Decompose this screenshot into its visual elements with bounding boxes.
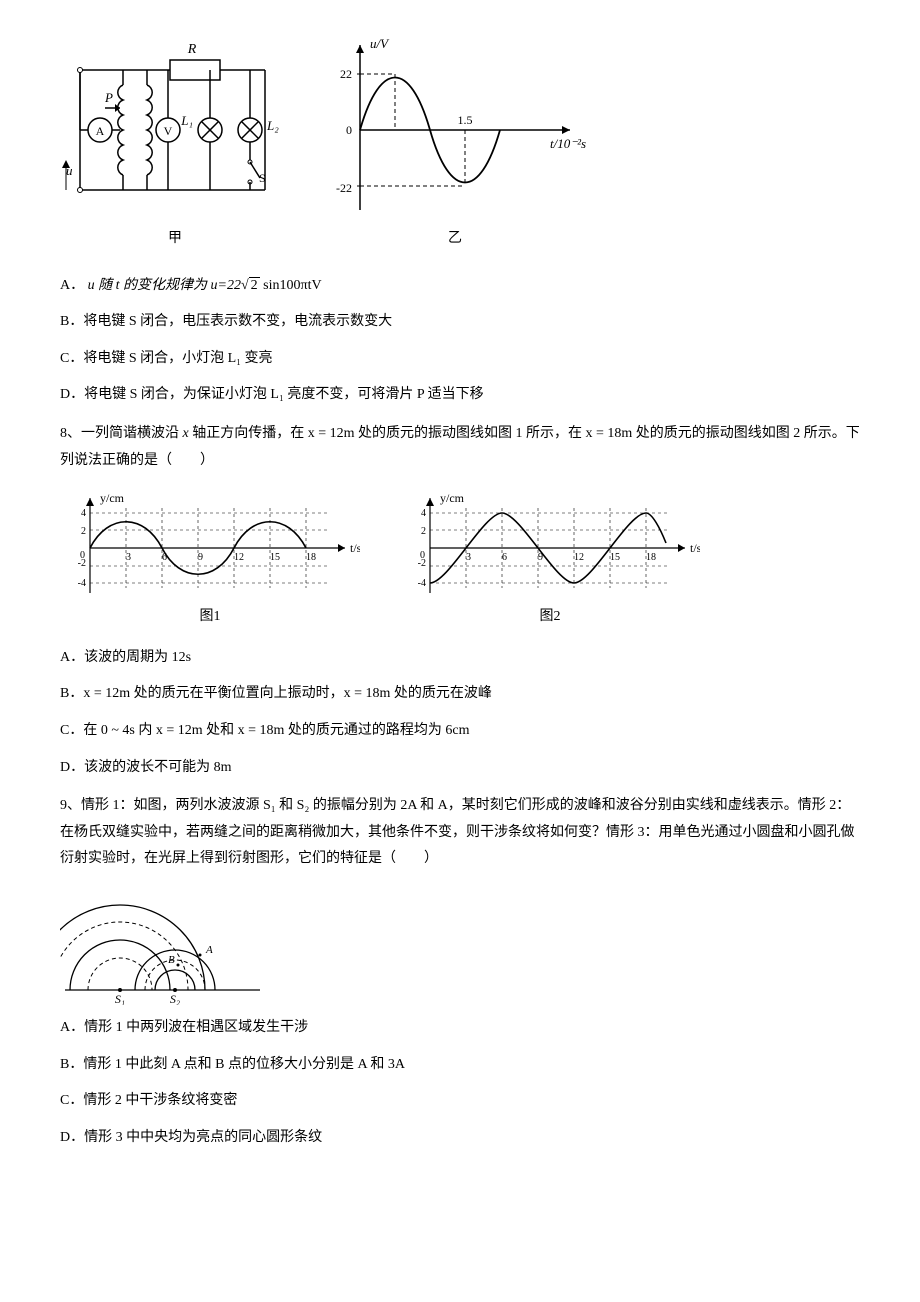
q9-stem: 9、情形 1：如图，两列水波波源 S₁ 和 S₂ 的振幅分别为 2A 和 A，某…	[60, 793, 860, 873]
svg-text:u/V: u/V	[370, 36, 390, 51]
q9-option-d: D．情形 3 中中央均为亮点的同心圆形条纹	[60, 1125, 860, 1152]
vt-label: 乙	[448, 226, 462, 253]
svg-text:B: B	[168, 954, 175, 966]
svg-text:22: 22	[340, 67, 352, 81]
option-letter: A．	[60, 278, 84, 293]
svg-text:-4: -4	[78, 578, 86, 589]
svg-text:12: 12	[574, 552, 584, 563]
svg-text:18: 18	[646, 552, 656, 563]
svg-text:A: A	[205, 944, 213, 956]
svg-text:12: 12	[234, 552, 244, 563]
svg-text:P: P	[104, 90, 113, 105]
q7-option-a: A． u 随 t 的变化规律为 u=22√2 sin100πtV	[60, 273, 860, 300]
q8-stem: 8、一列简谐横波沿 x 轴正方向传播，在 x = 12m 处的质元的振动图线如图…	[60, 421, 860, 474]
svg-text:2: 2	[81, 526, 86, 537]
q9-figure: S₁ S₂ A B	[60, 885, 860, 1005]
svg-text:4: 4	[81, 508, 86, 519]
q7-circuit-figure: R A P u	[60, 30, 290, 253]
q9-option-b: B．情形 1 中此刻 A 点和 B 点的位移大小分别是 A 和 3A	[60, 1052, 860, 1079]
q8-fig1: y/cm t/s 4 2 -2 -4 0 3 6 9 12 15 18	[60, 488, 360, 631]
svg-text:S₁: S₁	[115, 992, 125, 1005]
svg-text:3: 3	[126, 552, 131, 563]
option-letter: B．	[60, 314, 83, 329]
option-letter: C．	[60, 351, 83, 366]
q9-option-a: A．情形 1 中两列波在相遇区域发生干涉	[60, 1015, 860, 1042]
svg-text:L₂: L₂	[266, 118, 279, 133]
water-wave-diagram: S₁ S₂ A B	[60, 885, 270, 1005]
circuit-diagram: R A P u	[60, 30, 290, 220]
q7-option-b: B．将电键 S 闭合，电压表示数不变，电流表示数变大	[60, 309, 860, 336]
svg-text:18: 18	[306, 552, 316, 563]
svg-text:0: 0	[346, 123, 352, 137]
q8-fig2: y/cm t/s 4 2 -2 -4 0 3 6 9 12 15 18	[400, 488, 700, 631]
svg-text:-22: -22	[336, 181, 352, 195]
svg-text:1.5: 1.5	[458, 113, 473, 127]
opt-text: u 随 t 的变化规律为 u=22	[88, 278, 241, 293]
svg-text:-4: -4	[418, 578, 426, 589]
svg-text:15: 15	[270, 552, 280, 563]
q8-option-a: A．该波的周期为 12s	[60, 645, 860, 672]
q8-option-b: B．x = 12m 处的质元在平衡位置向上振动时，x = 18m 处的质元在波峰	[60, 681, 860, 708]
q8-option-d: D．该波的波长不可能为 8m	[60, 755, 860, 782]
q9-option-c: C．情形 2 中干涉条纹将变密	[60, 1088, 860, 1115]
svg-text:S: S	[259, 171, 266, 185]
q7-vt-figure: u/V t/10⁻²s 22 0 -22 1.5 乙	[320, 30, 590, 253]
svg-text:15: 15	[610, 552, 620, 563]
svg-text:V: V	[164, 124, 173, 138]
svg-text:t/s: t/s	[690, 541, 700, 555]
circuit-label: 甲	[168, 226, 182, 253]
svg-text:y/cm: y/cm	[440, 491, 465, 505]
svg-text:0: 0	[420, 550, 425, 561]
fig2-graph: y/cm t/s 4 2 -2 -4 0 3 6 9 12 15 18	[400, 488, 700, 598]
svg-text:t/10⁻²s: t/10⁻²s	[550, 136, 586, 151]
svg-text:2: 2	[421, 526, 426, 537]
svg-text:9: 9	[198, 552, 203, 563]
svg-text:R: R	[187, 42, 197, 57]
svg-text:L₁: L₁	[180, 113, 193, 128]
svg-text:4: 4	[421, 508, 426, 519]
svg-text:6: 6	[502, 552, 507, 563]
q8-figures: y/cm t/s 4 2 -2 -4 0 3 6 9 12 15 18	[60, 488, 860, 631]
fig1-graph: y/cm t/s 4 2 -2 -4 0 3 6 9 12 15 18	[60, 488, 360, 598]
q7-option-d: D．将电键 S 闭合，为保证小灯泡 L₁ 亮度不变，可将滑片 P 适当下移	[60, 382, 860, 409]
vt-graph: u/V t/10⁻²s 22 0 -22 1.5	[320, 30, 590, 220]
svg-text:3: 3	[466, 552, 471, 563]
svg-text:t/s: t/s	[350, 541, 360, 555]
fig2-label: 图2	[540, 604, 561, 631]
svg-text:S₂: S₂	[170, 992, 180, 1005]
q7-figures: R A P u	[60, 30, 860, 253]
svg-text:y/cm: y/cm	[100, 491, 125, 505]
svg-text:0: 0	[80, 550, 85, 561]
fig1-label: 图1	[200, 604, 221, 631]
option-letter: D．	[60, 387, 84, 402]
q8-option-c: C．在 0 ~ 4s 内 x = 12m 处和 x = 18m 处的质元通过的路…	[60, 718, 860, 745]
q7-option-c: C．将电键 S 闭合，小灯泡 L₁ 变亮	[60, 346, 860, 373]
svg-text:A: A	[96, 124, 105, 138]
